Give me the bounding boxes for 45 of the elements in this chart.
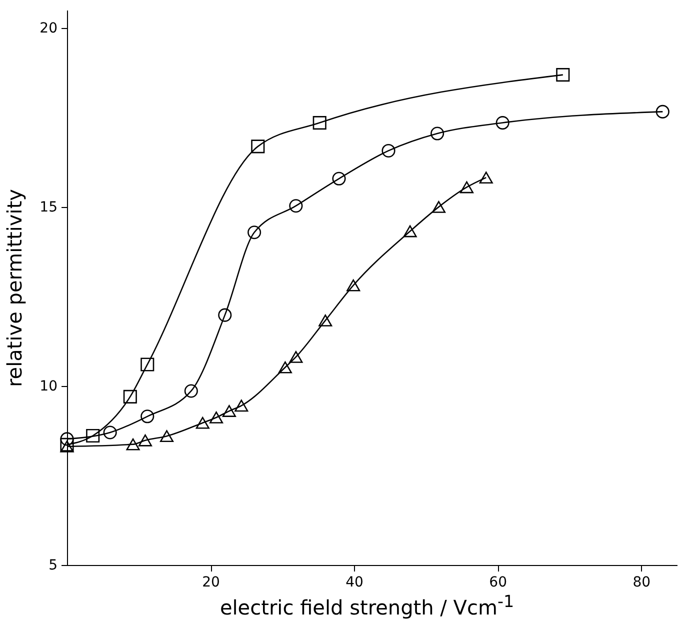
point (403, 225, 417, 238)
point (123, 390, 137, 404)
point (318, 314, 332, 326)
point (278, 361, 292, 374)
point (656, 104, 670, 118)
point (289, 351, 303, 363)
x-tick-label: 20 (202, 574, 220, 590)
point (138, 434, 152, 446)
point (209, 412, 224, 424)
point (234, 400, 248, 412)
point (382, 144, 396, 158)
point (496, 116, 510, 130)
point (60, 438, 74, 452)
x-tick-label: 60 (489, 574, 507, 590)
point (332, 172, 346, 186)
point (196, 416, 210, 429)
point (60, 432, 74, 446)
point (218, 308, 232, 322)
point (430, 126, 444, 140)
x-tick-label: 40 (346, 574, 364, 590)
point (160, 430, 174, 442)
point (140, 410, 154, 424)
point (289, 199, 303, 213)
point (184, 384, 198, 398)
x-tick-label: 80 (632, 574, 651, 590)
point (60, 440, 74, 452)
point (140, 358, 154, 372)
point (251, 140, 265, 154)
point (432, 200, 446, 213)
y-tick-label: 5 (48, 558, 58, 574)
point (479, 172, 493, 184)
point (556, 68, 570, 82)
point (460, 181, 474, 194)
y-tick-label: 15 (40, 199, 58, 216)
point (312, 116, 326, 130)
point (86, 428, 100, 443)
point (222, 405, 236, 417)
point (126, 438, 140, 450)
y-tick-label: 20 (40, 20, 58, 36)
y-axis-title: relative permittivity (2, 188, 27, 388)
point (103, 426, 117, 440)
point (248, 226, 262, 240)
y-tick-label: 10 (40, 378, 58, 394)
point (346, 279, 360, 292)
x-axis-title: electric field strength / Vcm$^{-1}$ (218, 592, 516, 620)
